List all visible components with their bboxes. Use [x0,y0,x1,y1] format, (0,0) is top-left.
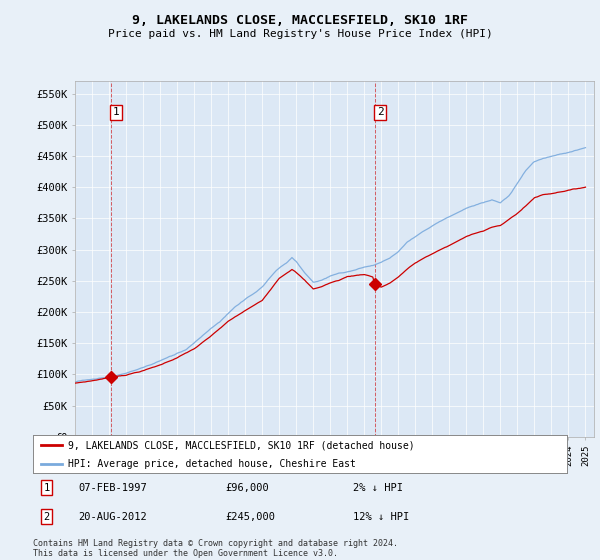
Text: 20-AUG-2012: 20-AUG-2012 [79,512,147,522]
Text: Contains HM Land Registry data © Crown copyright and database right 2024.
This d: Contains HM Land Registry data © Crown c… [33,539,398,558]
Text: HPI: Average price, detached house, Cheshire East: HPI: Average price, detached house, Ches… [68,459,356,469]
Text: 2% ↓ HPI: 2% ↓ HPI [353,483,403,493]
Text: 07-FEB-1997: 07-FEB-1997 [79,483,147,493]
Text: 9, LAKELANDS CLOSE, MACCLESFIELD, SK10 1RF (detached house): 9, LAKELANDS CLOSE, MACCLESFIELD, SK10 1… [68,440,415,450]
Text: £245,000: £245,000 [225,512,275,522]
Text: 1: 1 [43,483,49,493]
Text: Price paid vs. HM Land Registry's House Price Index (HPI): Price paid vs. HM Land Registry's House … [107,29,493,39]
Text: 2: 2 [377,108,383,118]
Text: 2: 2 [43,512,49,522]
Text: 1: 1 [112,108,119,118]
Text: £96,000: £96,000 [225,483,269,493]
Text: 9, LAKELANDS CLOSE, MACCLESFIELD, SK10 1RF: 9, LAKELANDS CLOSE, MACCLESFIELD, SK10 1… [132,14,468,27]
Text: 12% ↓ HPI: 12% ↓ HPI [353,512,410,522]
